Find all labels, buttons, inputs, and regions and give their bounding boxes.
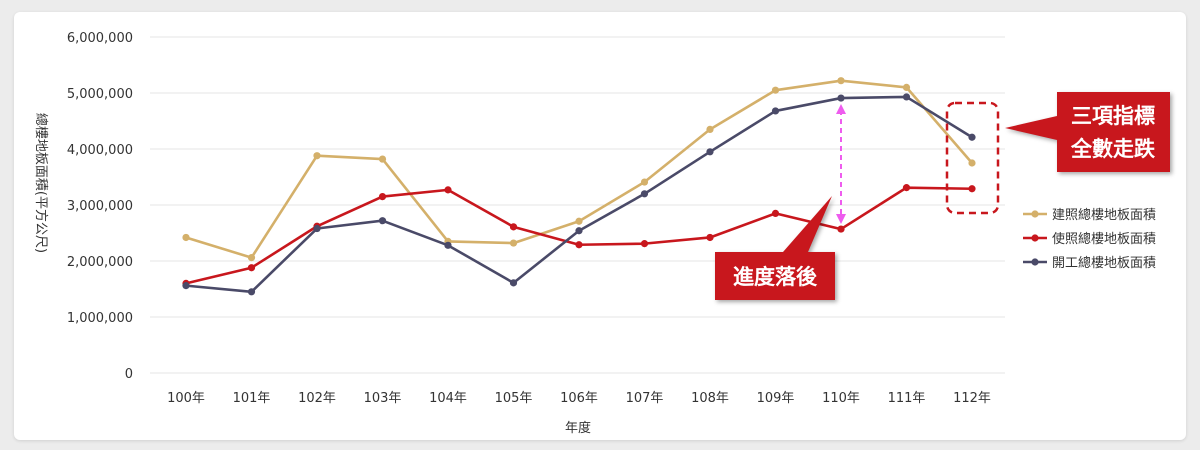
- data-point: [575, 241, 583, 249]
- data-point: [509, 223, 518, 231]
- data-point: [313, 152, 321, 160]
- decline-callout: 三項指標 全數走跌: [1005, 92, 1170, 172]
- y-tick-label: 2,000,000: [67, 255, 133, 270]
- x-tick-label: 105年: [495, 391, 533, 406]
- decline-highlight-box: [945, 101, 1000, 215]
- y-tick-label: 3,000,000: [67, 199, 133, 214]
- data-point: [968, 185, 976, 193]
- data-point: [378, 217, 387, 225]
- x-tick-label: 110年: [822, 391, 860, 406]
- x-tick-label: 101年: [233, 391, 271, 406]
- legend-label: 開工總樓地板面積: [1052, 255, 1156, 271]
- data-point: [640, 190, 649, 198]
- decline-callout-line2: 全數走跌: [1070, 137, 1156, 161]
- legend-label: 建照總樓地板面積: [1052, 207, 1156, 223]
- gap-arrow: [836, 104, 846, 224]
- data-point: [837, 94, 845, 102]
- series-group: [182, 93, 976, 296]
- data-point: [902, 83, 911, 91]
- y-tick-label: 5,000,000: [67, 87, 133, 102]
- series-line: [185, 95, 973, 294]
- data-point: [902, 184, 911, 192]
- y-tick-label: 1,000,000: [67, 311, 133, 326]
- x-tick-label: 100年: [167, 391, 205, 406]
- legend-marker: [1031, 210, 1039, 218]
- x-tick-label: 112年: [953, 391, 991, 406]
- x-tick-label: 109年: [757, 391, 795, 406]
- data-point: [575, 227, 583, 235]
- data-point: [247, 254, 256, 262]
- data-point: [968, 159, 976, 167]
- data-point: [640, 240, 649, 248]
- data-point: [247, 288, 256, 296]
- x-tick-label: 108年: [691, 391, 729, 406]
- data-point: [902, 93, 911, 101]
- data-point: [771, 86, 780, 94]
- series-line: [185, 186, 973, 285]
- data-point: [313, 224, 321, 233]
- x-axis-ticks: 100年 101年 102年 103年 104年 105年 106年 107年 108年 109年…: [167, 391, 991, 406]
- data-point: [575, 217, 583, 225]
- decline-callout-line1: 三項指標: [1071, 104, 1155, 128]
- data-point: [771, 107, 780, 115]
- chart-card: [14, 12, 1186, 440]
- data-point: [444, 241, 452, 249]
- data-point: [509, 239, 518, 247]
- data-point: [706, 148, 714, 156]
- y-axis-title: 總樓地板面積(平方公尺): [33, 113, 49, 253]
- lag-callout-text: 進度落後: [733, 265, 818, 289]
- legend-marker: [1031, 258, 1039, 266]
- x-axis-title: 年度: [565, 420, 591, 436]
- data-point: [837, 77, 845, 85]
- y-tick-label: 6,000,000: [67, 31, 133, 46]
- data-point: [444, 186, 452, 194]
- data-point: [640, 178, 649, 186]
- data-point: [968, 133, 976, 141]
- series-group: [182, 77, 976, 262]
- x-tick-label: 107年: [626, 391, 664, 406]
- lag-callout: 進度落後: [715, 196, 835, 300]
- x-tick-label: 103年: [364, 391, 402, 406]
- x-tick-label: 106年: [560, 391, 598, 406]
- legend-label: 使照總樓地板面積: [1052, 231, 1156, 247]
- y-axis-ticks: 0 1,000,000 2,000,000 3,000,000 4,000,000 5,0…: [67, 31, 133, 382]
- data-point: [509, 279, 518, 287]
- data-point: [837, 225, 845, 233]
- y-tick-label: 0: [125, 367, 133, 382]
- series-lines: [182, 77, 976, 296]
- data-point: [247, 264, 256, 272]
- legend-marker: [1031, 234, 1039, 242]
- y-tick-label: 4,000,000: [67, 143, 133, 158]
- grid-lines: [150, 36, 1005, 374]
- data-point: [706, 233, 714, 242]
- data-point: [182, 282, 190, 290]
- x-tick-label: 104年: [429, 391, 467, 406]
- series-group: [182, 184, 976, 287]
- data-point: [706, 125, 714, 133]
- data-point: [771, 209, 780, 217]
- data-point: [378, 193, 387, 201]
- x-tick-label: 111年: [888, 391, 926, 406]
- data-point: [378, 155, 387, 163]
- data-point: [182, 233, 190, 242]
- x-tick-label: 102年: [298, 391, 336, 406]
